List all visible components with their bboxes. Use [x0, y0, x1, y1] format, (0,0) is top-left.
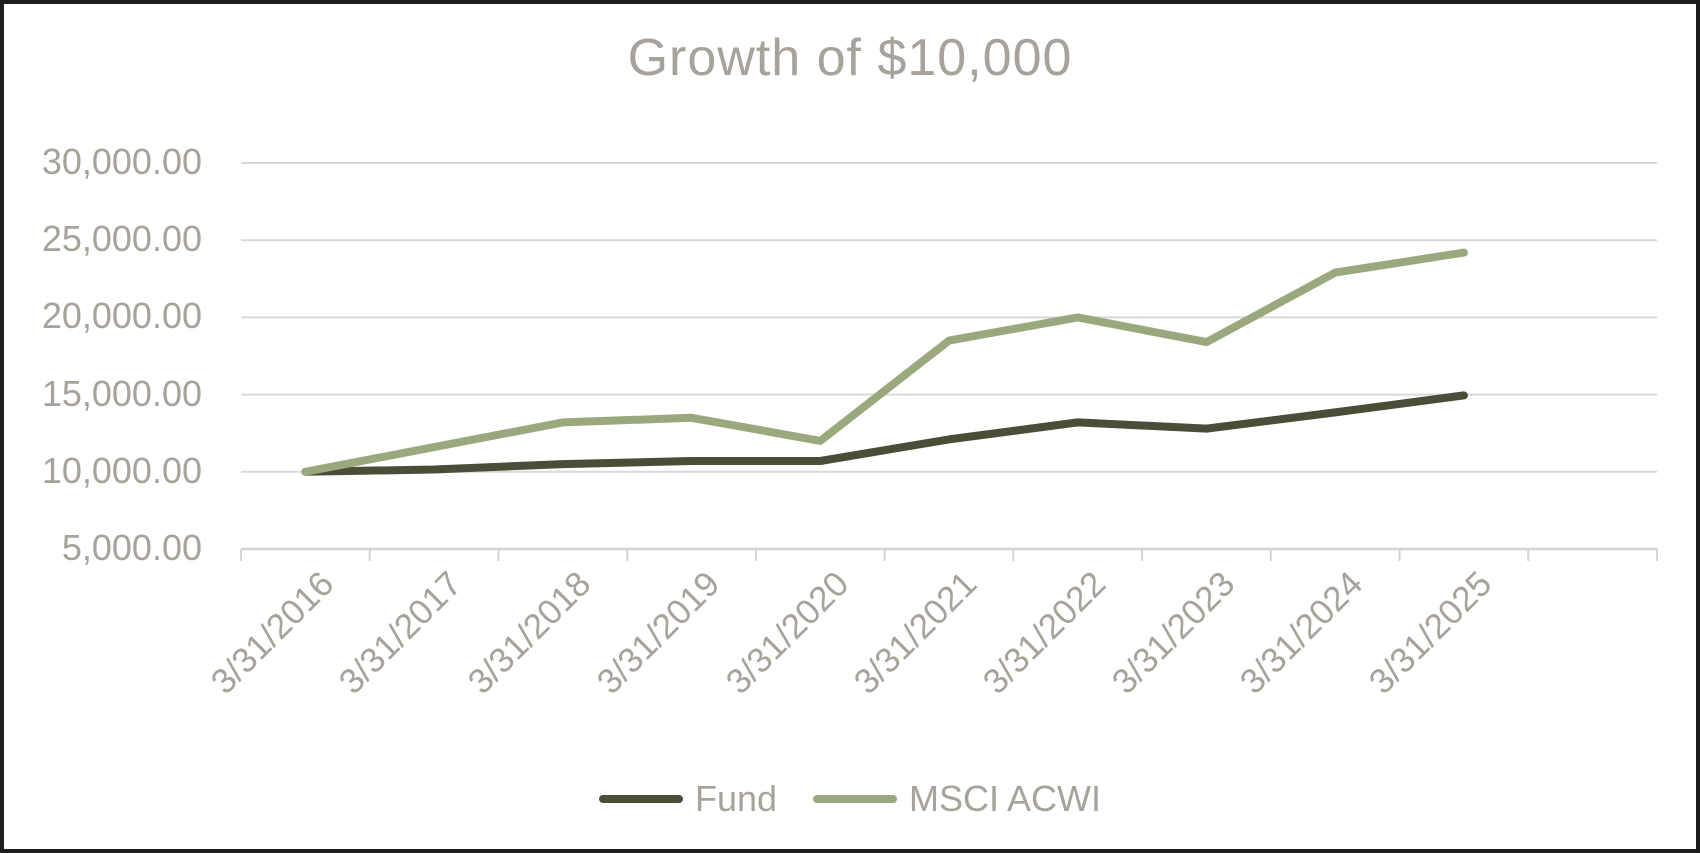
- y-tick-label: 5,000.00: [61, 527, 202, 569]
- chart-title: Growth of $10,000: [627, 29, 1073, 87]
- plot-area: [240, 162, 1658, 561]
- legend-label-fund: Fund: [694, 778, 778, 819]
- legend-item-fund: Fund: [598, 778, 778, 820]
- series-line-fund: [301, 391, 1468, 476]
- series-line-msci-acwi: [301, 248, 1468, 476]
- y-tick-label: 10,000.00: [41, 449, 202, 491]
- legend: Fund MSCI ACWI: [4, 778, 1696, 820]
- y-tick-label: 20,000.00: [41, 295, 202, 337]
- legend-item-msci-acwi: MSCI ACWI: [813, 778, 1101, 820]
- fund-line-swatch: [598, 795, 683, 803]
- x-tick-label: 3/31/2025: [1361, 564, 1500, 702]
- y-tick-label: 15,000.00: [41, 372, 202, 414]
- legend-label-msci-acwi: MSCI ACWI: [909, 778, 1102, 819]
- msci-acwi-line-swatch: [813, 795, 898, 803]
- y-tick-label: 25,000.00: [41, 218, 202, 260]
- y-tick-label: 30,000.00: [41, 141, 202, 183]
